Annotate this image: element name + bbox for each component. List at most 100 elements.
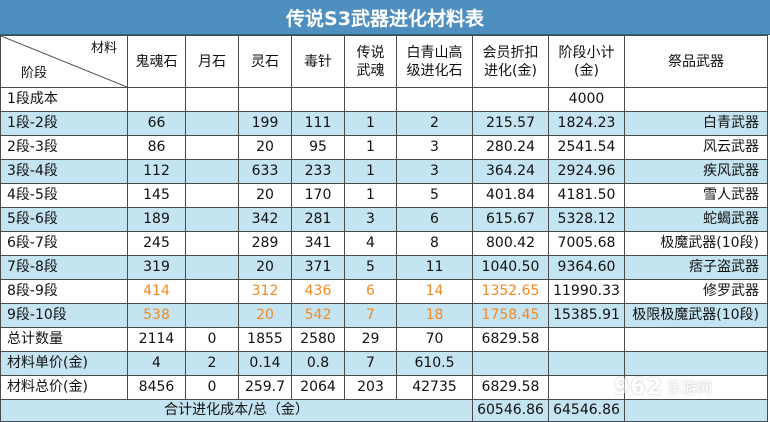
stage-cell: 6段-7段 — [0, 231, 128, 256]
value-cell: 1758.45 — [472, 303, 549, 328]
corner-header-cell: 材料 阶段 — [0, 35, 128, 88]
value-cell: 42735 — [396, 375, 473, 400]
header-cell: 阶段小计 (金) — [548, 35, 625, 88]
value-cell: 4000 — [548, 87, 625, 112]
value-cell: 189 — [127, 207, 186, 232]
value-cell: 610.5 — [396, 351, 473, 376]
value-cell: 312 — [238, 279, 292, 304]
value-cell: 800.42 — [472, 231, 549, 256]
corner-material-label: 材料 — [90, 41, 117, 56]
value-cell: 0.14 — [238, 351, 292, 376]
value-cell — [185, 207, 239, 232]
value-cell: 4181.50 — [548, 183, 625, 208]
corner-stage-label: 阶段 — [21, 66, 48, 81]
stage-cell: 材料总价(金) — [0, 375, 128, 400]
value-cell — [185, 303, 239, 328]
value-cell: 8456 — [127, 375, 186, 400]
header-cell: 祭品武器 — [624, 35, 768, 88]
value-cell: 29 — [344, 327, 397, 352]
header-cell: 传说 武魂 — [344, 35, 397, 88]
value-cell: 1352.65 — [472, 279, 549, 304]
value-cell: 3 — [396, 159, 473, 184]
value-cell: 8 — [396, 231, 473, 256]
value-cell — [624, 351, 768, 376]
watermark-text: 乐游网 — [666, 378, 712, 397]
table-row: 6段-7段 245 289 341 4 8 800.42 7005.68 极魔武器(10段) — [0, 231, 768, 256]
value-cell: 1 — [344, 159, 397, 184]
value-cell — [472, 87, 549, 112]
header-cell: 会员折扣 进化(金) — [472, 35, 549, 88]
value-cell — [624, 87, 768, 112]
value-cell: 9364.60 — [548, 255, 625, 280]
value-cell: 1 — [344, 135, 397, 160]
value-cell — [185, 255, 239, 280]
value-cell: 66 — [127, 111, 186, 136]
stage-cell: 2段-3段 — [0, 135, 128, 160]
stage-cell: 3段-4段 — [0, 159, 128, 184]
value-cell: 3 — [396, 135, 473, 160]
value-cell: 2580 — [291, 327, 345, 352]
value-cell — [185, 87, 239, 112]
stage-cell: 5段-6段 — [0, 207, 128, 232]
stage-cell: 8段-9段 — [0, 279, 128, 304]
value-cell: 6 — [344, 279, 397, 304]
header-cell: 毒针 — [291, 35, 345, 88]
table-row: 总计数量 2114 0 1855 2580 29 70 6829.58 — [0, 327, 768, 352]
value-cell: 2 — [185, 351, 239, 376]
value-cell: 436 — [291, 279, 345, 304]
total-discount-value: 60546.86 — [472, 399, 549, 422]
value-cell: 20 — [238, 135, 292, 160]
table-row: 4段-5段 145 20 170 1 5 401.84 4181.50 雪人武器 — [0, 183, 768, 208]
value-cell: 0 — [185, 327, 239, 352]
value-cell: 145 — [127, 183, 186, 208]
value-cell: 6829.58 — [472, 327, 549, 352]
value-cell: 雪人武器 — [624, 183, 768, 208]
value-cell: 2114 — [127, 327, 186, 352]
value-cell: 4 — [127, 351, 186, 376]
value-cell: 20 — [238, 303, 292, 328]
table-row: 材料总价(金) 8456 0 259.7 2064 203 42735 6829.58 — [0, 375, 768, 400]
value-cell: 215.57 — [472, 111, 549, 136]
total-row: 合计进化成本/总（金） 60546.86 64546.86 — [0, 399, 768, 422]
value-cell: 5 — [344, 255, 397, 280]
stage-cell: 9段-10段 — [0, 303, 128, 328]
value-cell — [291, 87, 345, 112]
value-cell: 1 — [344, 183, 397, 208]
value-cell: 371 — [291, 255, 345, 280]
value-cell — [185, 159, 239, 184]
value-cell — [127, 87, 186, 112]
evolution-table: 材料 阶段 鬼魂石 月石 灵石 毒针 传说 武魂 白青山高 级进化石 会员折扣 进化(金) 阶… — [0, 35, 768, 422]
value-cell — [185, 183, 239, 208]
stage-cell: 7段-8段 — [0, 255, 128, 280]
table-row: 9段-10段 538 20 542 7 18 1758.45 15385.91 极限极魔武器(1… — [0, 303, 768, 328]
value-cell: 痞子盗武器 — [624, 255, 768, 280]
value-cell: 259.7 — [238, 375, 292, 400]
value-cell — [396, 87, 473, 112]
value-cell: 20 — [238, 183, 292, 208]
value-cell: 11990.33 — [548, 279, 625, 304]
value-cell: 修罗武器 — [624, 279, 768, 304]
table-row: 5段-6段 189 342 281 3 6 615.67 5328.12 蛇蝎武器 — [0, 207, 768, 232]
header-cell: 月石 — [185, 35, 239, 88]
value-cell: 7 — [344, 351, 397, 376]
value-cell: 极限极魔武器(10段) — [624, 303, 768, 328]
value-cell: 542 — [291, 303, 345, 328]
table-row: 1段-2段 66 199 111 1 2 215.57 1824.23 白青武器 — [0, 111, 768, 136]
value-cell — [185, 231, 239, 256]
value-cell: 364.24 — [472, 159, 549, 184]
table-row: 8段-9段 414 312 436 6 14 1352.65 11990.33 修罗武器 — [0, 279, 768, 304]
value-cell: 70 — [396, 327, 473, 352]
watermark-number: 962 — [614, 374, 663, 400]
table-row: 材料单价(金) 4 2 0.14 0.8 7 610.5 — [0, 351, 768, 376]
value-cell: 281 — [291, 207, 345, 232]
value-cell: 疾风武器 — [624, 159, 768, 184]
stage-cell: 4段-5段 — [0, 183, 128, 208]
value-cell: 3 — [344, 207, 397, 232]
value-cell: 95 — [291, 135, 345, 160]
value-cell — [344, 87, 397, 112]
empty-cell — [624, 399, 768, 422]
header-row: 材料 阶段 鬼魂石 月石 灵石 毒针 传说 武魂 白青山高 级进化石 会员折扣 进化(金) 阶… — [0, 35, 768, 88]
value-cell: 0.8 — [291, 351, 345, 376]
value-cell: 7 — [344, 303, 397, 328]
value-cell: 289 — [238, 231, 292, 256]
